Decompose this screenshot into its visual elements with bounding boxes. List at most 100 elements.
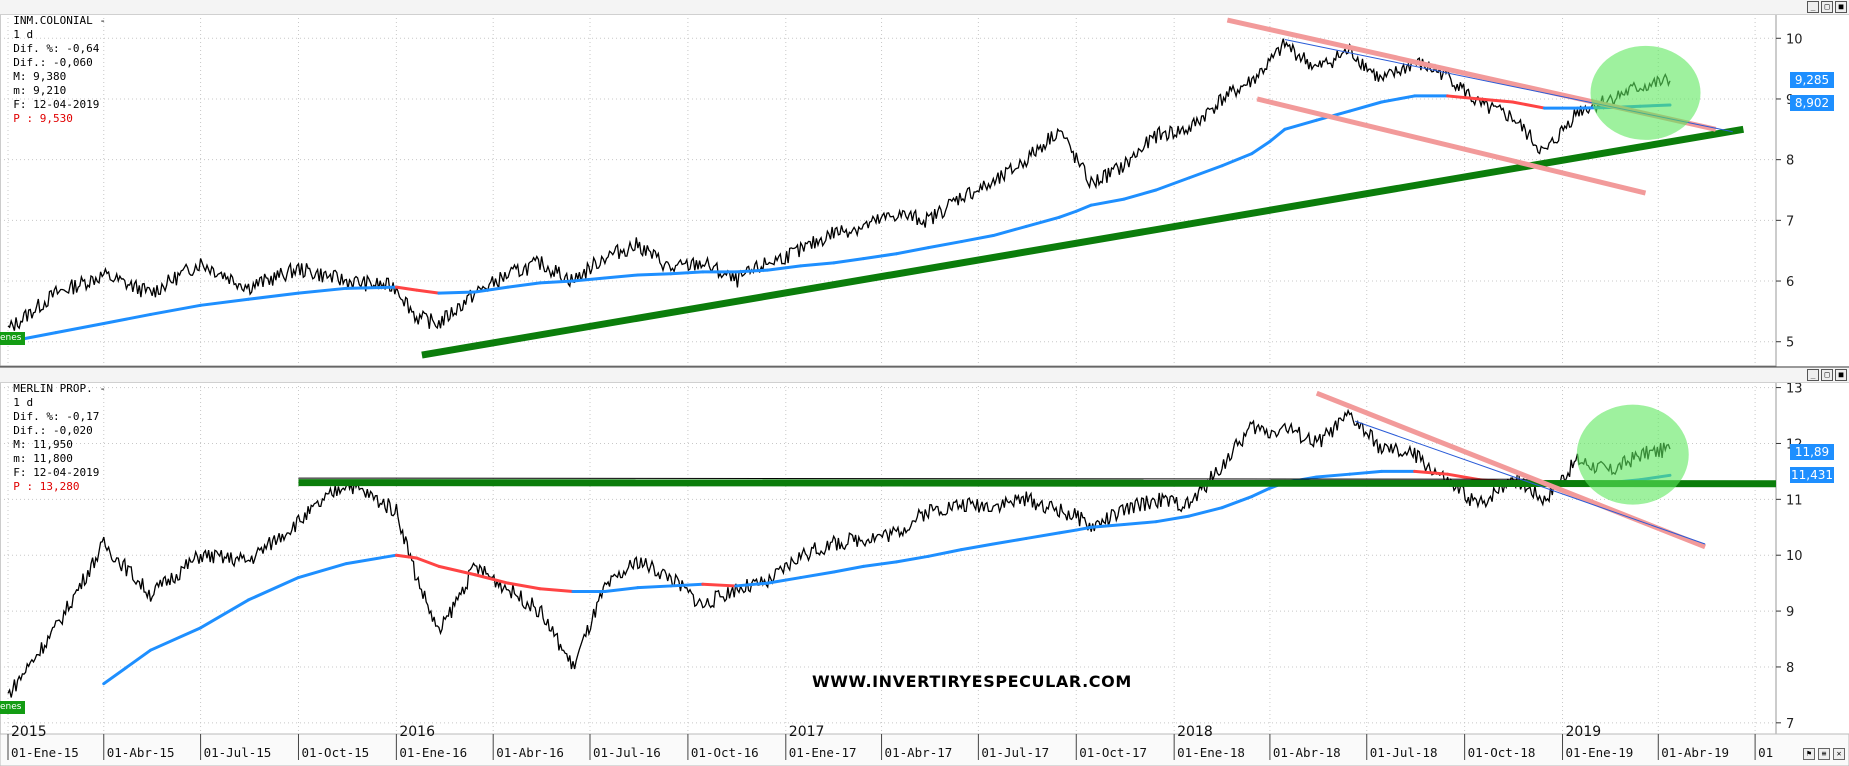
ticker-name: INM.COLONIAL - (13, 14, 106, 27)
moving-average-segment (394, 553, 419, 560)
moving-average-segment (734, 581, 770, 588)
moving-average-segment (571, 276, 607, 283)
moving-average-segment (1122, 188, 1158, 201)
x-tick-label: 01-Abr-15 (107, 745, 175, 760)
minimize-button[interactable]: _ (1807, 1, 1819, 13)
moving-average-segment (861, 252, 898, 261)
moving-average-segment (473, 285, 510, 294)
moving-average-segment (894, 554, 930, 564)
panel2-price-box-ma: 11,431 (1790, 467, 1834, 483)
moving-average-segment (1089, 197, 1126, 207)
panel1-header-bar (0, 0, 1849, 15)
moving-average-segment (437, 290, 477, 295)
minimize-button[interactable]: _ (1807, 369, 1819, 381)
moving-average-segment (1154, 514, 1191, 524)
moving-average-segment (603, 586, 640, 594)
year-label: 2016 (399, 724, 435, 740)
moving-average-segment (1283, 118, 1319, 131)
moving-average-segment (54, 322, 106, 335)
moving-average-segment (1220, 152, 1254, 168)
moving-average-segment (832, 564, 865, 574)
settings-icon[interactable]: ≡ (1818, 748, 1830, 760)
y-tick-label: 13 (1786, 382, 1803, 397)
x-tick-label: 01-Abr-16 (496, 745, 564, 760)
moving-average-segment (149, 626, 203, 652)
panel2-header-bar (0, 368, 1849, 383)
restore-button[interactable]: □ (1821, 1, 1833, 13)
panel-2: 13121110987 (0, 381, 1803, 735)
plot-frame (0, 13, 1777, 367)
x-tick-label: 01-Ene-16 (399, 745, 467, 760)
moving-average-segment (766, 576, 803, 585)
moving-average-segment (102, 648, 153, 686)
flag-icon[interactable]: ⚑ (1803, 748, 1815, 760)
moving-average-segment (296, 562, 348, 580)
moving-average-segment (506, 581, 542, 591)
moving-average-segment (1074, 203, 1093, 213)
y-tick-label: 6 (1786, 275, 1794, 290)
moving-average-segment (669, 582, 705, 588)
thin-resistance-line (298, 477, 1530, 480)
moving-average-segment (415, 556, 441, 568)
x-tick-label: 01-Oct-18 (1468, 745, 1536, 760)
x-tick-label: 01-Abr-17 (885, 745, 953, 760)
date-value: F: 12-04-2019 (13, 466, 100, 479)
moving-average-segment (1057, 209, 1078, 219)
panel-1: 1098765 (0, 13, 1803, 367)
dif-pct: Dif. %: -0,64 (13, 42, 100, 55)
moving-average-segment (506, 281, 542, 289)
dif-pct: Dif. %: -0,17 (13, 410, 100, 423)
plot-frame (0, 381, 1777, 735)
x-tick-label: 01-Oct-16 (691, 745, 759, 760)
moving-average-segment (102, 312, 153, 326)
y-tick-label: 10 (1786, 549, 1803, 564)
year-label: 2015 (11, 724, 47, 740)
moving-average-segment (1187, 506, 1224, 518)
maximize-button[interactable]: ■ (1835, 1, 1847, 13)
moving-average-segment (1024, 215, 1061, 228)
price-value: P : 9,530 (13, 112, 73, 125)
moving-average-segment (636, 584, 673, 590)
x-tick-label: 01-Abr-19 (1661, 745, 1729, 760)
moving-average-segment (1154, 176, 1191, 192)
max-value: M: 11,950 (13, 438, 73, 451)
moving-average-segment (246, 576, 300, 602)
y-tick-label: 7 (1786, 717, 1794, 732)
max-value: M: 9,380 (13, 70, 67, 83)
moving-average-segment (991, 224, 1028, 238)
panel1-price-box-last: 9,285 (1790, 72, 1834, 88)
x-tick-label: 01-Jul-16 (593, 745, 661, 760)
panel2-window-buttons: _ □ ■ (1807, 369, 1847, 381)
moving-average-segment (1315, 472, 1352, 479)
moving-average-segment (1250, 139, 1272, 156)
moving-average-segment (394, 285, 419, 292)
y-tick-label: 7 (1786, 214, 1794, 229)
moving-average-segment (1122, 520, 1158, 526)
dif: Dif.: -0,060 (13, 56, 93, 69)
x-tick-label: 01-Jul-17 (981, 745, 1049, 760)
maximize-button[interactable]: ■ (1835, 369, 1847, 381)
bottom-toolbar: ⚑ ≡ ✕ (1803, 748, 1845, 760)
date-value: F: 12-04-2019 (13, 98, 100, 111)
price-series-line (7, 38, 1671, 331)
min-value: m: 11,800 (13, 452, 73, 465)
x-tick-label: 01-Abr-18 (1273, 745, 1341, 760)
moving-average-segment (473, 573, 510, 585)
thin-downtrend-line (1354, 420, 1706, 545)
moving-average-segment (1187, 164, 1224, 180)
moving-average-segment (636, 272, 673, 277)
moving-average-segment (603, 273, 640, 280)
panel1-header: INM.COLONIAL - 1 d Dif. %: -0,64 Dif.: -… (0, 0, 1849, 125)
x-tick-label: 01-Ene-15 (11, 745, 79, 760)
highlight-circle (1576, 404, 1689, 505)
moving-average-segment (959, 234, 995, 244)
y-tick-label: 5 (1786, 336, 1794, 351)
moving-average-segment (926, 548, 963, 558)
interval: 1 d (13, 396, 34, 409)
moving-average-segment (246, 291, 300, 301)
y-tick-label: 8 (1786, 661, 1794, 676)
y-tick-label: 11 (1786, 493, 1803, 508)
restore-button[interactable]: □ (1821, 369, 1833, 381)
close-icon[interactable]: ✕ (1833, 748, 1845, 760)
